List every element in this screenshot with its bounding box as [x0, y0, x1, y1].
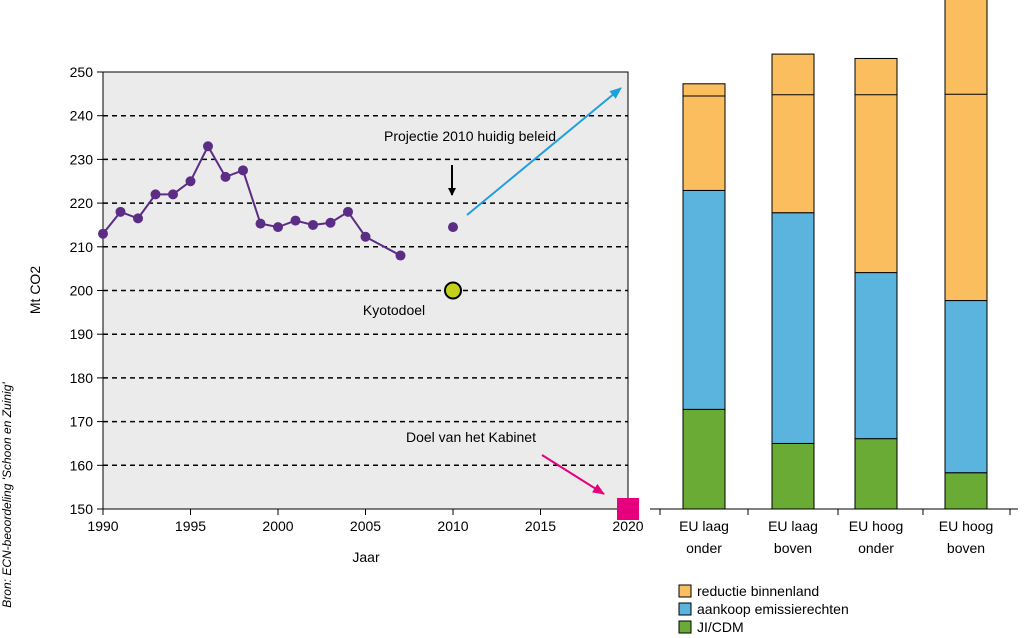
bar-segment [771, 212, 815, 444]
series-point [115, 206, 126, 217]
series-point [325, 217, 336, 228]
legend-swatch [678, 620, 692, 634]
x-tick-label: 2000 [262, 518, 293, 534]
source-note: Bron: ECN-beoordeling 'Schoon en Zuinig' [0, 382, 14, 608]
cabinet-target-arrow [541, 454, 605, 495]
series-point [133, 213, 143, 224]
emissions-series [98, 141, 406, 261]
bar-label-line2: onder [858, 540, 894, 556]
y-axis-label: Mt CO2 [27, 266, 43, 314]
series-point [273, 222, 283, 233]
y-tick-label: 240 [70, 108, 94, 124]
series-point [203, 141, 213, 152]
y-tick-label: 220 [70, 195, 94, 211]
bar-segment [682, 189, 726, 410]
bar-segment [854, 272, 898, 440]
annotation-kyoto: Kyotodoel [363, 302, 425, 318]
series-point [290, 215, 301, 226]
stacked-bars [682, 0, 988, 510]
bar-label-line2: boven [774, 540, 812, 556]
special-points [444, 222, 639, 520]
bar-label-line1: EU laag [768, 518, 818, 534]
legend-swatch [678, 602, 692, 616]
y-tick-label: 170 [70, 414, 94, 430]
legend-label: aankoop emissierechten [697, 601, 849, 617]
series-point [150, 189, 161, 200]
series-point [395, 250, 406, 261]
x-tick-label: 1995 [175, 518, 206, 534]
gridlines [103, 114, 628, 467]
bar-segment [771, 442, 815, 510]
series-point [238, 165, 248, 176]
bar-segment [854, 438, 898, 510]
y-tick-label: 180 [70, 370, 94, 386]
y-tick-label: 150 [70, 501, 94, 517]
series-point [343, 206, 353, 217]
projection-2010-point [448, 222, 458, 233]
legend-label: JI/CDM [697, 619, 744, 635]
x-tick-label: 1990 [87, 518, 118, 534]
series-point [98, 228, 108, 239]
bar-segment [771, 53, 815, 214]
cabinet-target-square [617, 498, 639, 520]
legend: reductie binnenland aankoop emissierechte… [678, 583, 849, 635]
y-tick-label: 160 [70, 457, 94, 473]
legend-label: reductie binnenland [697, 583, 819, 599]
series-point [255, 218, 266, 229]
bar-label-line1: EU hoog [849, 518, 903, 534]
bar-segment [944, 0, 988, 302]
series-point [185, 176, 196, 187]
series-point [308, 219, 318, 230]
x-axis-ticks: 1990 1995 2000 2005 2010 2015 2020 [87, 509, 644, 534]
bar-label-line2: boven [947, 540, 985, 556]
bar-segment [682, 408, 726, 510]
bar-category-labels: EU laag onder EU laag boven EU hoog onder EU h… [679, 518, 993, 556]
bar-segment [944, 300, 988, 474]
y-tick-label: 230 [70, 151, 94, 167]
kyoto-target-point [444, 281, 462, 300]
bar-label-line1: EU hoog [939, 518, 993, 534]
y-tick-label: 190 [70, 326, 94, 342]
annotation-projection: Projectie 2010 huidig beleid [384, 128, 556, 144]
bar-segment [854, 57, 898, 274]
x-axis-label: Jaar [352, 549, 380, 565]
bar-label-line1: EU laag [679, 518, 729, 534]
bar-label-line2: onder [686, 540, 722, 556]
y-tick-label: 250 [70, 64, 94, 80]
y-tick-label: 210 [70, 239, 94, 255]
y-tick-label: 200 [70, 283, 94, 299]
series-point [168, 189, 178, 200]
legend-swatch [678, 584, 692, 598]
y-axis-ticks: 150 160 170 180 190 200 210 220 230 240 250 [70, 64, 103, 517]
x-tick-label: 2020 [612, 518, 643, 534]
bar-category-ticks [659, 509, 1011, 515]
x-tick-label: 2015 [525, 518, 556, 534]
series-point [220, 171, 231, 182]
x-tick-label: 2005 [350, 518, 381, 534]
x-tick-label: 2010 [437, 518, 468, 534]
annotation-cabinet: Doel van het Kabinet [406, 429, 536, 445]
bar-segment [682, 83, 726, 191]
projection-trend-arrow [466, 87, 622, 216]
bar-segment [944, 472, 988, 510]
series-point [360, 231, 371, 242]
